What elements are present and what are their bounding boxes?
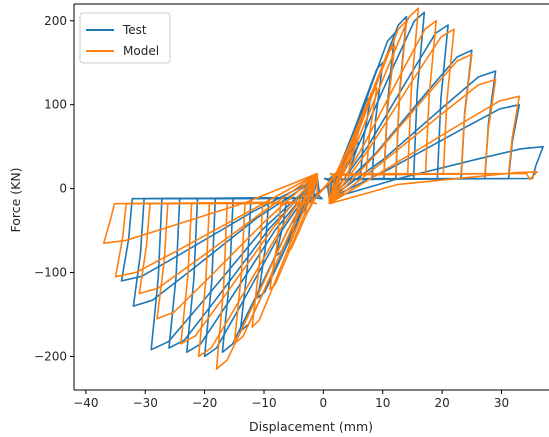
y-tick-label: −100 (34, 266, 67, 280)
series-model (102, 7, 538, 370)
y-tick-label: 100 (44, 98, 67, 112)
loop-neg-11 (120, 177, 324, 282)
x-tick-label: 20 (434, 396, 449, 410)
loop-pos-11 (322, 171, 538, 205)
x-tick-label: −40 (73, 396, 98, 410)
y-tick-label: 0 (59, 182, 67, 196)
loop-neg-10 (114, 172, 325, 278)
x-axis-label: Displacement (mm) (249, 419, 373, 434)
series-layer (102, 7, 544, 370)
loop-pos-7 (322, 28, 455, 205)
loop-neg-11 (102, 172, 325, 244)
x-tick-label: 0 (320, 396, 328, 410)
legend-label-test: Test (122, 23, 147, 37)
legend-label-model: Model (123, 44, 159, 58)
x-tick-label: 10 (375, 396, 390, 410)
legend: Test Model (79, 12, 171, 64)
x-tick-label: 30 (494, 396, 509, 410)
x-tick-label: −10 (251, 396, 276, 410)
axes (73, 3, 549, 391)
loop-neg-2 (269, 173, 325, 291)
x-tick-label: −30 (133, 396, 158, 410)
x-tick-label: −20 (192, 396, 217, 410)
y-tick-label: 200 (44, 14, 67, 28)
y-tick-label: −200 (34, 349, 67, 363)
y-axis-label: Force (KN) (8, 167, 23, 232)
